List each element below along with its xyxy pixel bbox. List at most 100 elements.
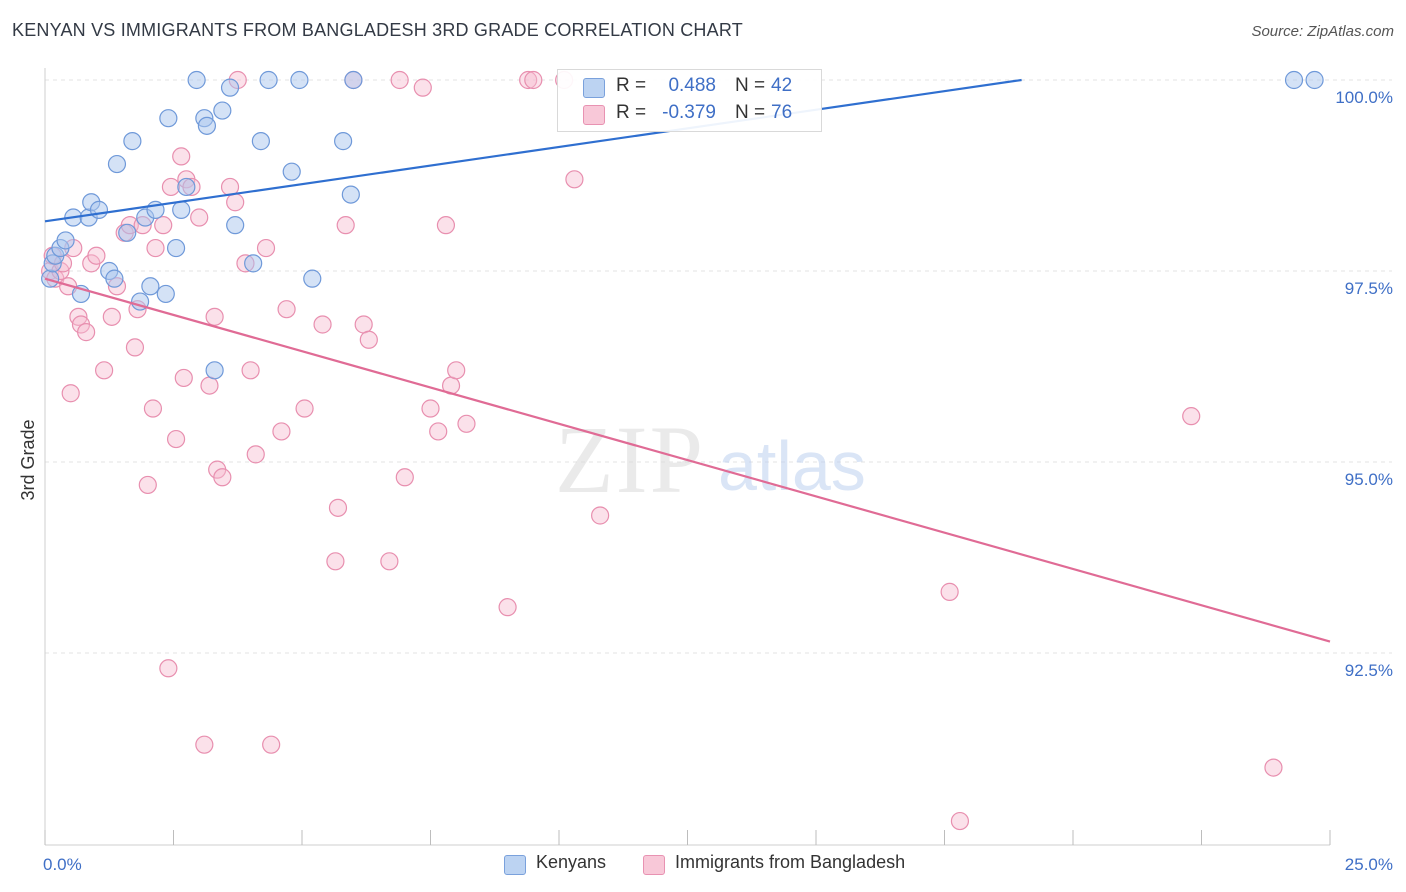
data-point-kenyans [303, 269, 322, 288]
legend-swatch-pink [583, 105, 605, 125]
correlation-legend: R = 0.488 N = 42 R = -0.379 N = 76 [557, 69, 822, 132]
legend-r-label: R = [616, 75, 647, 96]
legend-row-kenyans: R = 0.488 N = 42 [558, 73, 821, 101]
source-label: Source: ZipAtlas.com [1251, 23, 1394, 40]
data-point-kenyans [244, 254, 263, 273]
data-point-bangladesh [125, 338, 145, 357]
data-point-bangladesh [146, 238, 165, 258]
data-point-bangladesh [195, 735, 214, 754]
data-point-bangladesh [172, 147, 191, 166]
data-point-bangladesh [61, 384, 80, 403]
data-point-bangladesh [413, 78, 432, 97]
trend-line-bangladesh [44, 277, 1331, 643]
data-point-bangladesh [354, 315, 373, 334]
data-point-bangladesh [1264, 758, 1283, 777]
legend-swatch-blue [583, 78, 605, 98]
legend-r-value-blue: 0.488 [668, 75, 716, 96]
data-point-kenyans [89, 200, 109, 219]
data-point-bangladesh [950, 811, 970, 831]
data-point-kenyans [334, 132, 353, 151]
y-axis-label: 3rd Grade [18, 419, 38, 500]
data-point-bangladesh [313, 315, 332, 334]
y-tick-label: 92.5% [1345, 661, 1393, 680]
axes [44, 68, 1331, 846]
tick-labels: 100.0% 97.5% 95.0% 92.5% 0.0% 25.0% [43, 88, 1393, 874]
data-point-bangladesh [940, 582, 959, 601]
legend-r-label: R = [616, 102, 647, 123]
data-point-kenyans [341, 185, 360, 204]
data-point-kenyans [105, 269, 124, 288]
legend-r-value-pink: -0.379 [662, 102, 716, 123]
data-point-bangladesh [328, 498, 348, 517]
data-point-kenyans [172, 200, 191, 219]
data-point-bangladesh [336, 216, 355, 235]
data-point-bangladesh [205, 307, 224, 326]
data-point-bangladesh [457, 414, 476, 433]
data-point-kenyans [159, 109, 178, 128]
data-point-bangladesh [159, 659, 178, 678]
data-point-bangladesh [143, 399, 163, 418]
data-point-kenyans [205, 361, 224, 380]
data-point-bangladesh [154, 216, 173, 235]
chart-title: KENYAN VS IMMIGRANTS FROM BANGLADESH 3RD… [12, 20, 743, 40]
bottom-legend-label-pink: Immigrants from Bangladesh [675, 852, 906, 872]
data-point-kenyans [156, 284, 175, 304]
data-point-bangladesh [161, 177, 181, 197]
data-point-bangladesh [213, 468, 232, 487]
data-point-kenyans [107, 154, 127, 174]
bottom-legend-swatch-pink [643, 855, 665, 875]
data-point-kenyans [41, 269, 60, 288]
data-point-bangladesh [262, 735, 281, 754]
data-point-kenyans [123, 132, 142, 151]
data-point-kenyans [213, 101, 232, 120]
data-point-kenyans [1305, 70, 1324, 90]
data-point-bangladesh [498, 598, 517, 617]
data-point-kenyans [187, 70, 206, 90]
y-tick-label: 95.0% [1345, 470, 1393, 489]
data-point-bangladesh [95, 361, 114, 380]
data-point-kenyans [220, 78, 240, 97]
data-point-kenyans [141, 277, 160, 296]
legend-n-label: N = [735, 102, 766, 123]
data-point-bangladesh [421, 399, 440, 418]
data-point-bangladesh [395, 468, 414, 487]
data-point-bangladesh [591, 506, 610, 525]
data-point-bangladesh [246, 445, 265, 464]
data-point-bangladesh [436, 216, 456, 235]
data-point-bangladesh [200, 376, 219, 395]
watermark-zip: ZIP [555, 406, 705, 513]
data-point-kenyans [56, 231, 75, 250]
y-tick-label: 97.5% [1345, 279, 1393, 298]
data-point-kenyans [166, 238, 186, 258]
data-point-bangladesh [380, 552, 399, 571]
data-point-kenyans [282, 162, 301, 181]
data-point-bangladesh [519, 70, 538, 90]
data-point-kenyans [259, 70, 278, 90]
data-point-kenyans [1284, 70, 1304, 90]
series-kenyans [41, 70, 1324, 380]
legend-n-value-blue: 42 [771, 75, 793, 96]
data-point-bangladesh [565, 170, 584, 189]
data-point-bangladesh [77, 323, 96, 342]
x-tick-label: 0.0% [43, 855, 82, 874]
watermark: ZIP atlas [555, 406, 866, 513]
data-point-bangladesh [226, 193, 245, 212]
data-point-bangladesh [87, 246, 106, 265]
data-point-bangladesh [277, 300, 296, 319]
data-point-kenyans [251, 132, 270, 151]
bottom-legend-label-blue: Kenyans [536, 852, 607, 872]
data-point-bangladesh [1182, 407, 1201, 426]
watermark-atlas: atlas [718, 427, 866, 505]
data-point-kenyans [344, 70, 363, 90]
data-point-bangladesh [295, 399, 314, 418]
legend-n-value-pink: 76 [771, 102, 793, 123]
data-point-bangladesh [390, 70, 409, 90]
data-point-bangladesh [447, 361, 466, 380]
data-point-kenyans [197, 116, 217, 135]
data-point-kenyans [290, 70, 309, 90]
data-point-bangladesh [241, 361, 260, 380]
legend-row-bangladesh: R = -0.379 N = 76 [558, 100, 821, 128]
data-point-kenyans [118, 223, 137, 242]
data-point-bangladesh [138, 475, 157, 495]
